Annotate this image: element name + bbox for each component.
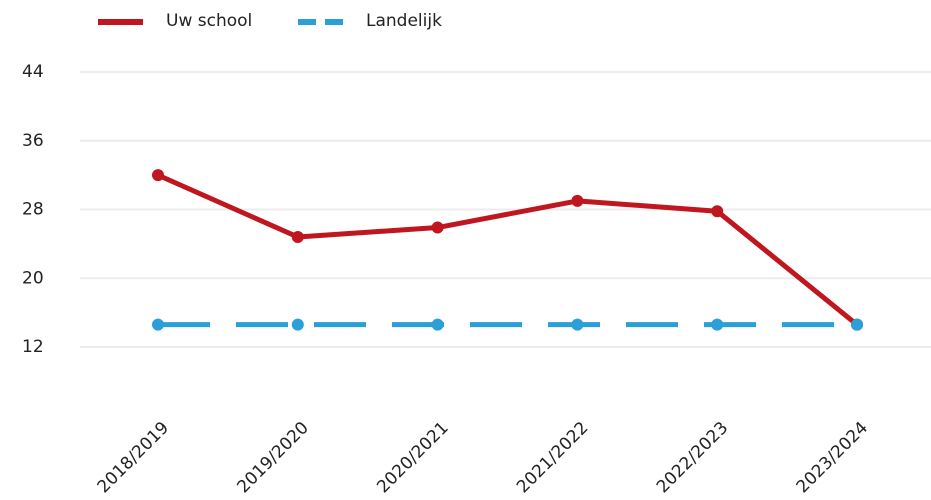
- data-point: [711, 205, 724, 218]
- series-line: [156, 172, 859, 327]
- legend-label: Uw school: [166, 11, 252, 31]
- x-tick-label: 2020/2021: [373, 418, 452, 497]
- data-point: [571, 318, 584, 331]
- y-tick-label: 28: [22, 200, 44, 220]
- y-tick-label: 20: [22, 268, 44, 288]
- y-tick-label: 36: [22, 131, 44, 151]
- data-point: [291, 318, 304, 331]
- x-tick-label: 2021/2022: [513, 418, 592, 497]
- y-tick-label: 12: [22, 337, 44, 357]
- data-point: [851, 318, 863, 331]
- data-point: [152, 169, 164, 182]
- data-point: [431, 221, 444, 234]
- data-point: [431, 318, 444, 331]
- data-point: [291, 231, 304, 243]
- x-tick-label: 2023/2024: [793, 418, 872, 497]
- x-tick-label: 2019/2020: [233, 418, 312, 497]
- data-point: [711, 318, 724, 331]
- legend-label: Landelijk: [366, 11, 442, 31]
- x-tick-label: 2022/2023: [653, 418, 732, 497]
- data-point: [152, 318, 164, 331]
- y-tick-label: 44: [22, 62, 44, 82]
- x-tick-label: 2018/2019: [94, 418, 173, 497]
- data-point: [571, 194, 584, 207]
